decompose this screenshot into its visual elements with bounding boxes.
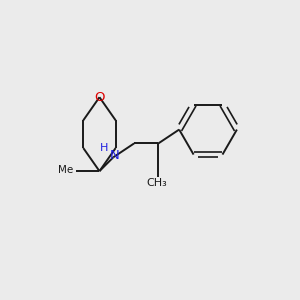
Text: H: H <box>99 142 108 153</box>
Text: CH₃: CH₃ <box>147 178 168 188</box>
Text: Me: Me <box>58 165 73 175</box>
Text: N: N <box>110 149 119 162</box>
Text: O: O <box>94 91 105 104</box>
